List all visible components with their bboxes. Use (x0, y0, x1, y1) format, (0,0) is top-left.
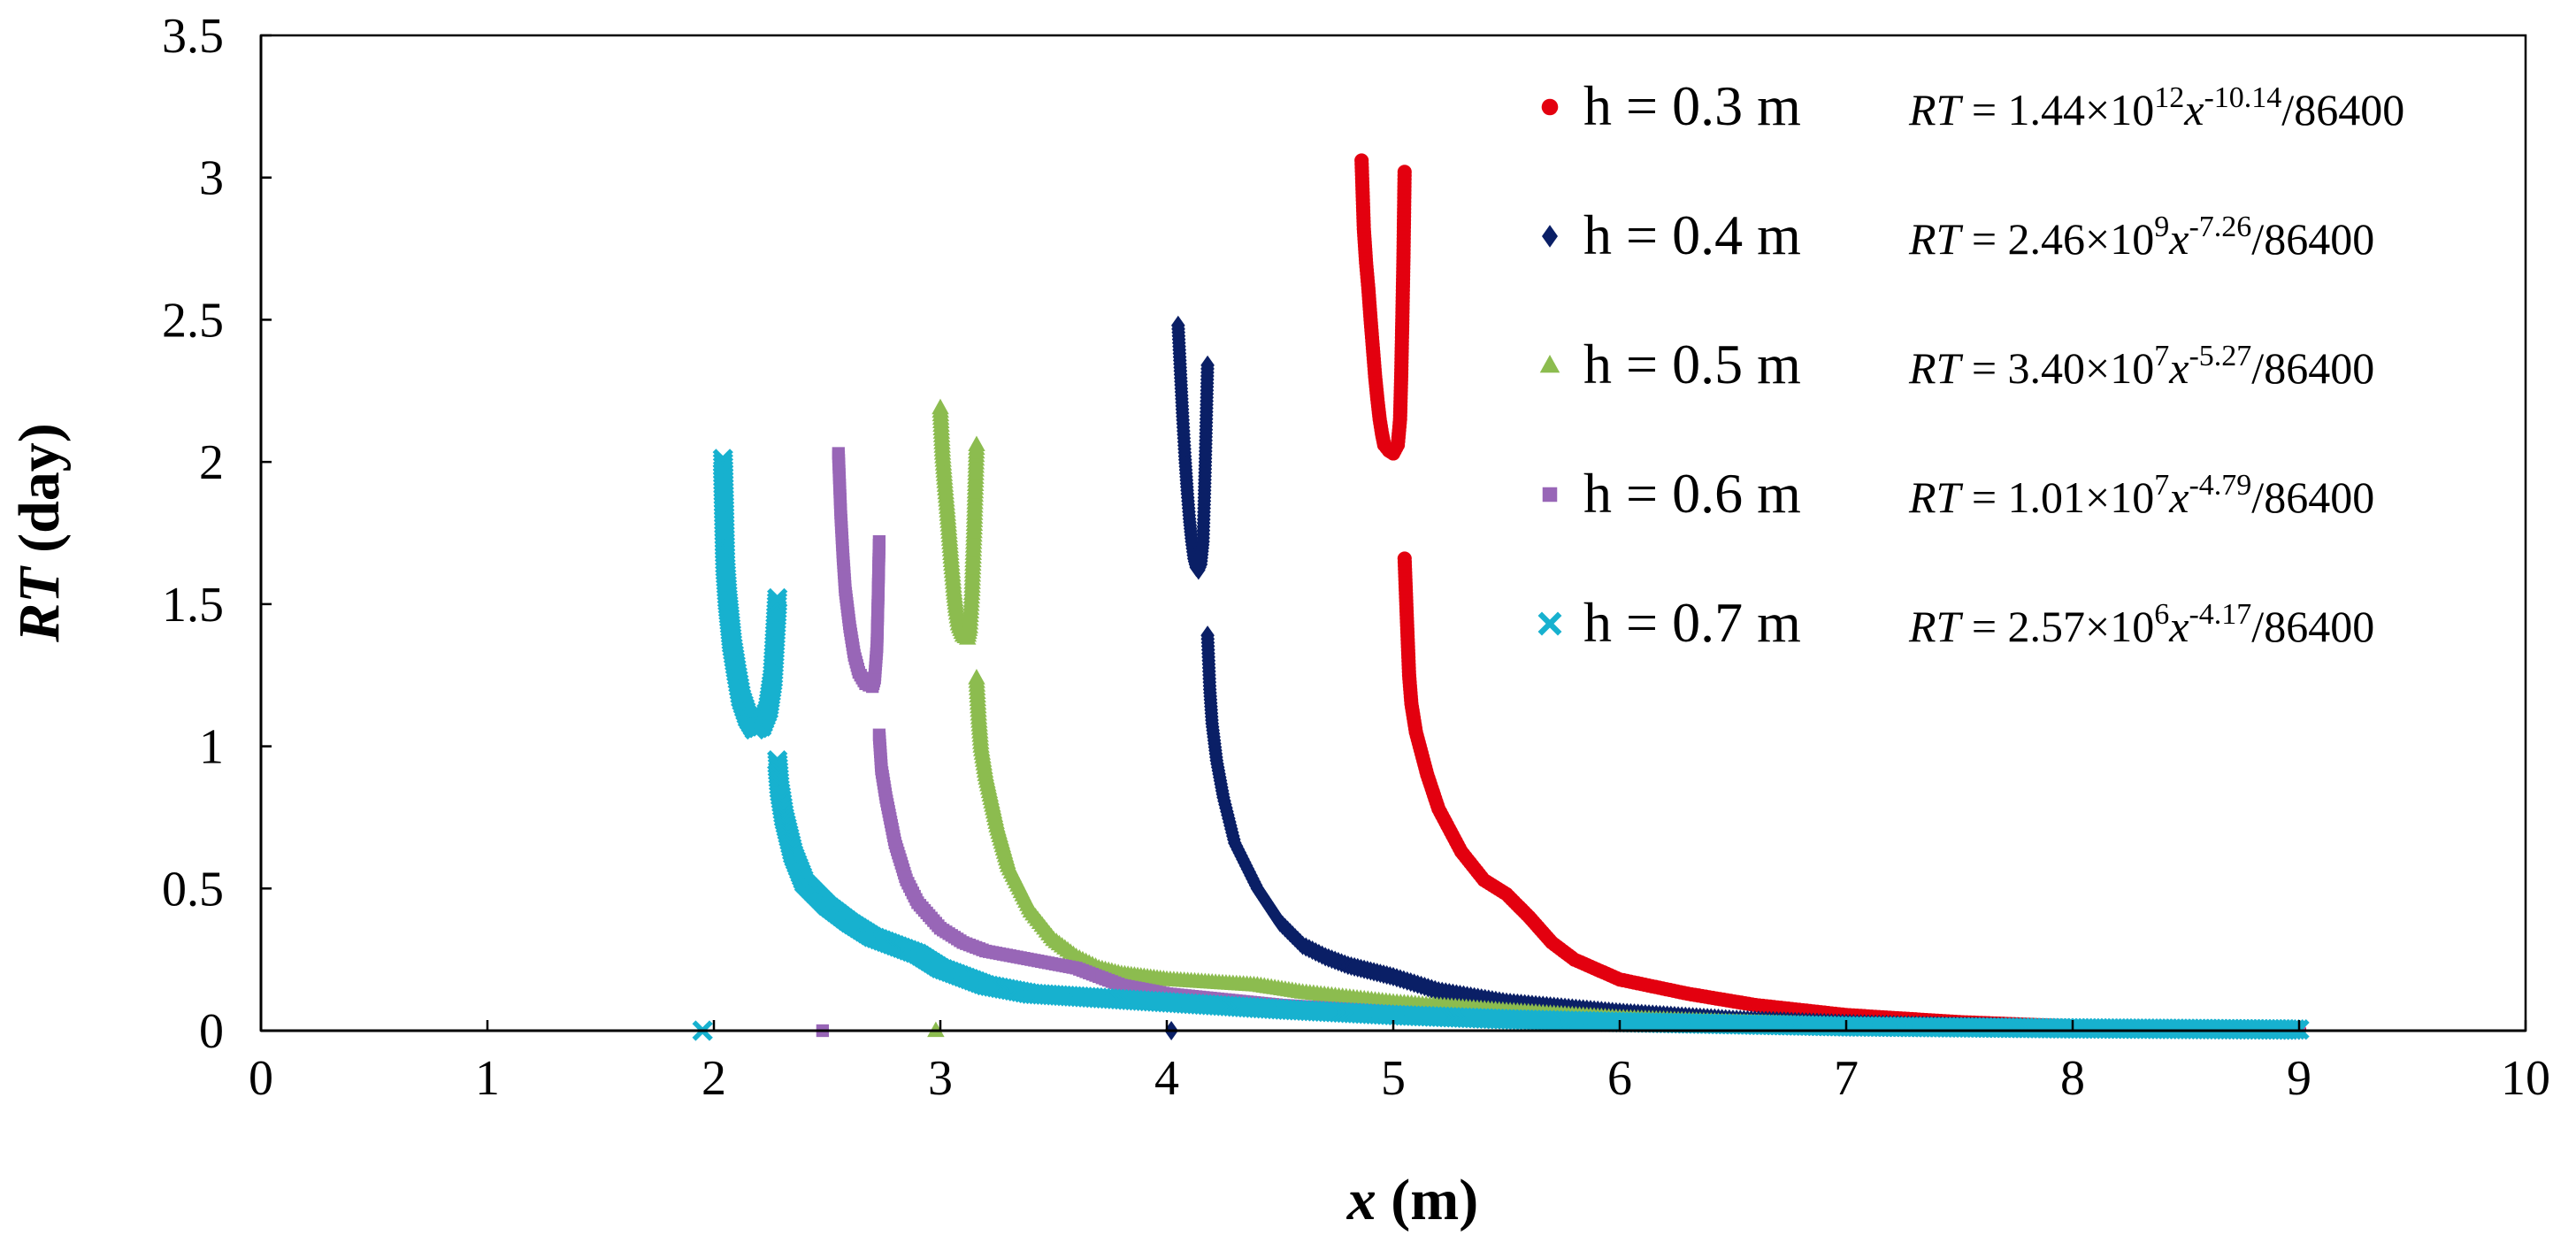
data-point (968, 435, 985, 452)
x-tick-label: 6 (1607, 1051, 1632, 1106)
x-tick-label: 1 (475, 1051, 500, 1106)
data-point (767, 587, 788, 610)
legend-marker (1539, 355, 1560, 373)
legend-marker (1541, 98, 1559, 116)
legend-label: h = 0.7 m (1583, 591, 1801, 654)
legend-equation: RT = 2.46×109x-7.26/86400 (1908, 211, 2374, 264)
y-tick-label: 1.5 (162, 578, 224, 633)
y-tick-label: 3.5 (162, 9, 224, 64)
legend-item-3: h = 0.5 m RT = 3.40×107x-5.27/86400 (1539, 333, 2374, 395)
x-tick-label: 0 (249, 1051, 273, 1106)
data-point (927, 1021, 945, 1038)
x-tick-label: 3 (928, 1051, 953, 1106)
x-tick-label: 2 (702, 1051, 726, 1106)
y-tick-label: 0 (199, 1004, 224, 1059)
data-point (1397, 165, 1412, 180)
y-axis-ticks: 0 0.5 1 1.5 2 2.5 3 3.5 (162, 9, 272, 1059)
legend-marker (1542, 225, 1558, 248)
legend-item-2: h = 0.4 m RT = 2.46×109x-7.26/86400 (1542, 203, 2374, 266)
legend-equation: RT = 3.40×107x-5.27/86400 (1908, 340, 2374, 393)
legend-item-1: h = 0.3 m RT = 1.44×1012x-10.14/86400 (1541, 74, 2404, 137)
y-tick-label: 2 (199, 435, 224, 490)
y-tick-label: 2.5 (162, 293, 224, 348)
legend-equation: RT = 1.01×107x-4.79/86400 (1908, 469, 2374, 522)
legend-label: h = 0.3 m (1583, 74, 1801, 137)
y-tick-label: 3 (199, 151, 224, 206)
y-axis-title: RT (day) (7, 423, 72, 643)
x-axis-ticks: 0 1 2 3 4 5 6 7 8 9 10 (249, 1020, 2550, 1106)
x-tick-label: 8 (2060, 1051, 2085, 1106)
legend-equation: RT = 1.44×1012x-10.14/86400 (1908, 81, 2404, 134)
data-point (872, 534, 886, 549)
legend-item-4: h = 0.6 m RT = 1.01×107x-4.79/86400 (1542, 462, 2374, 525)
x-tick-label: 7 (1834, 1051, 1859, 1106)
series-1-points (1354, 153, 2307, 1038)
y-tick-label: 0.5 (162, 862, 224, 917)
x-axis-title: x (m) (1346, 1168, 1478, 1232)
plot-frame (259, 34, 2527, 1032)
legend-item-5: h = 0.7 m RT = 2.57×106x-4.17/86400 (1537, 591, 2374, 654)
x-tick-label: 9 (2287, 1051, 2312, 1106)
x-tick-label: 4 (1154, 1051, 1179, 1106)
legend-marker (1537, 611, 1562, 636)
legend-marker (1542, 487, 1558, 503)
data-marks (692, 153, 2310, 1041)
x-tick-label: 10 (2501, 1051, 2550, 1106)
legend-label: h = 0.6 m (1583, 462, 1801, 525)
legend-equation: RT = 2.57×106x-4.17/86400 (1908, 598, 2374, 651)
legend-label: h = 0.4 m (1583, 203, 1801, 266)
series-5-points (692, 449, 2310, 1041)
x-tick-label: 5 (1381, 1051, 1406, 1106)
legend-label: h = 0.5 m (1583, 333, 1801, 395)
data-point (1200, 355, 1215, 375)
y-tick-label: 1 (199, 720, 224, 775)
